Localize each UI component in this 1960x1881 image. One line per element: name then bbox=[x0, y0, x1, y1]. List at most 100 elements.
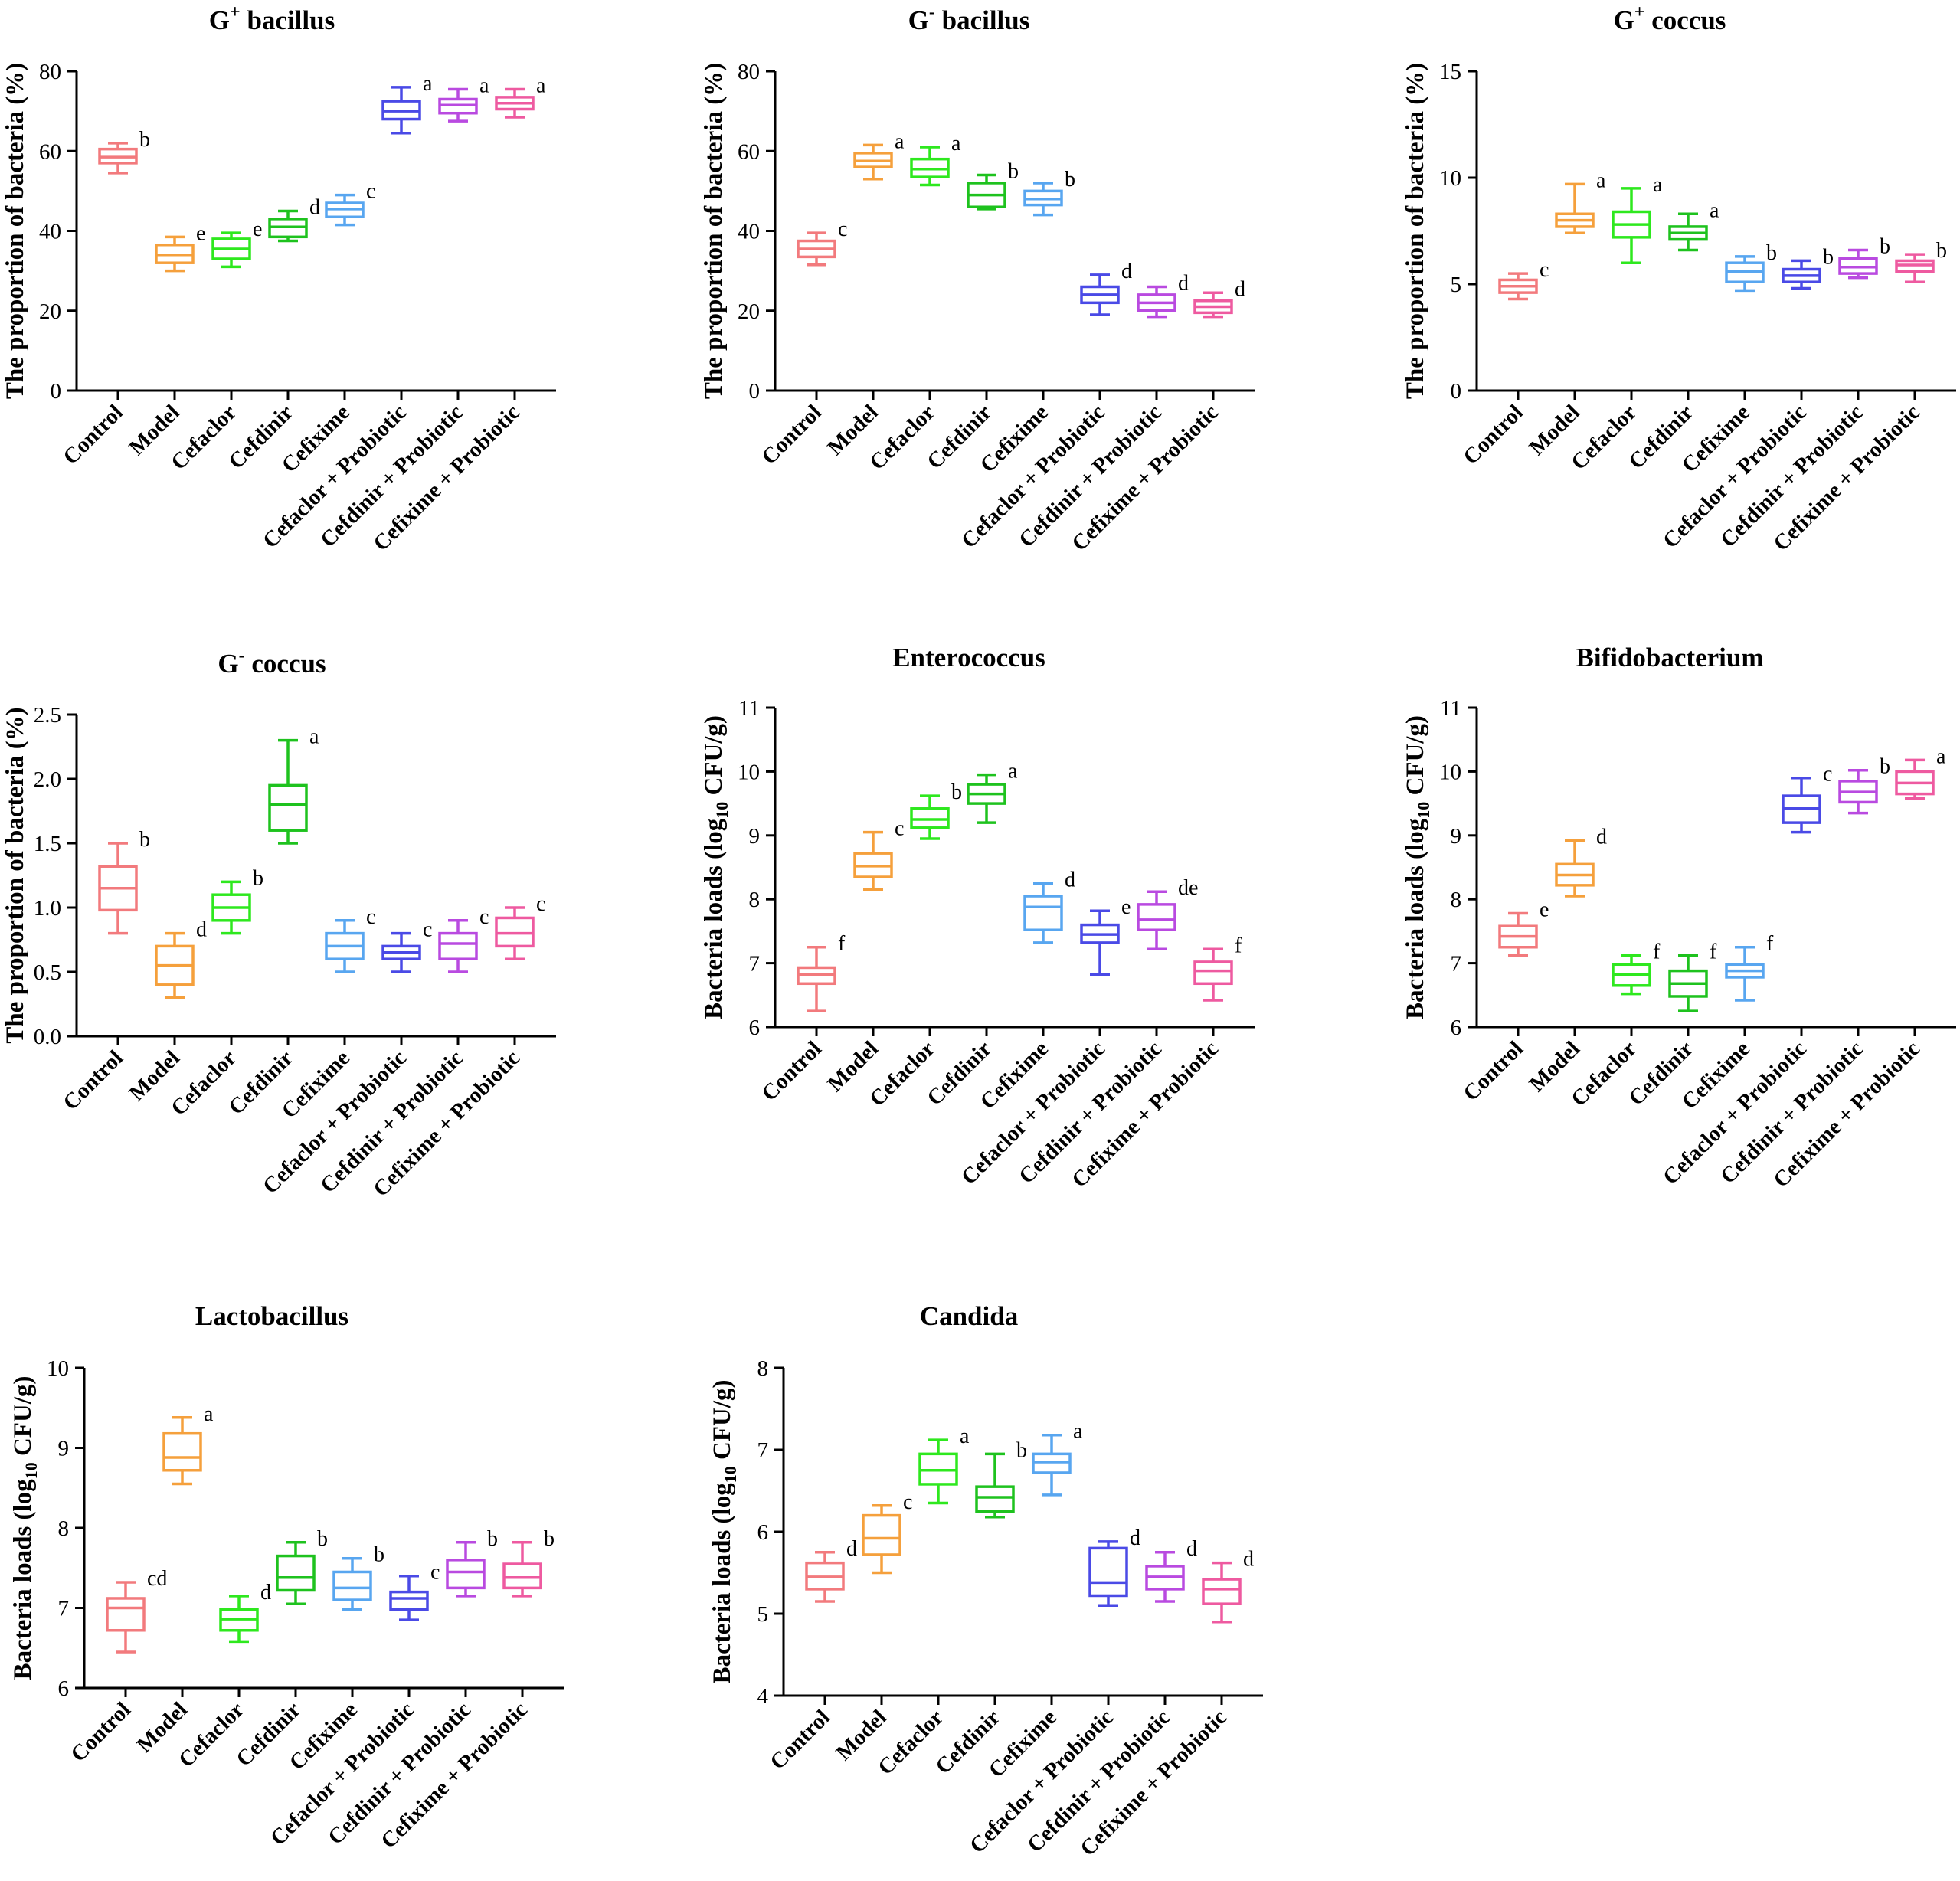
significance-letter: f bbox=[1766, 932, 1774, 956]
y-tick-label: 7 bbox=[1451, 952, 1462, 976]
significance-letter: b bbox=[1880, 235, 1890, 259]
significance-letter: b bbox=[139, 828, 150, 852]
chart-title-sup: - bbox=[239, 646, 245, 666]
chart-panel-4: G- coccus The proportion of bacteria (%) 0… bbox=[2, 646, 556, 1202]
box-1 bbox=[805, 1551, 845, 1603]
chart-title-rest: bacillus bbox=[935, 5, 1030, 35]
box-1 bbox=[98, 142, 138, 175]
box-6 bbox=[1782, 259, 1821, 290]
box-4 bbox=[268, 738, 308, 845]
box-1 bbox=[797, 231, 836, 267]
iqr-box bbox=[332, 1570, 372, 1601]
category-label: Control bbox=[1458, 1036, 1528, 1106]
significance-letter: e bbox=[1121, 895, 1131, 919]
box-1 bbox=[98, 842, 138, 935]
y-tick-label: 0.5 bbox=[34, 960, 61, 985]
significance-letter: b bbox=[1008, 160, 1019, 184]
y-tick-label: 80 bbox=[738, 60, 760, 84]
significance-letter: d bbox=[1235, 277, 1245, 301]
y-tick-label: 15 bbox=[1439, 60, 1461, 84]
significance-letter: a bbox=[204, 1402, 214, 1426]
significance-letter: e bbox=[1540, 898, 1549, 922]
significance-letter: e bbox=[253, 218, 262, 241]
box-5 bbox=[1725, 946, 1765, 1002]
y-tick-label: 5 bbox=[757, 1602, 769, 1627]
y-axis-label-pre: Bacteria loads (log bbox=[700, 818, 728, 1019]
significance-letter: f bbox=[1653, 940, 1661, 964]
significance-letter: e bbox=[196, 221, 205, 245]
chart-title: G- coccus bbox=[218, 646, 326, 679]
y-tick-label: 0.0 bbox=[34, 1025, 61, 1049]
y-tick-label: 20 bbox=[39, 299, 61, 324]
chart-panel-8: Candida Bacteria loads (log10 CFU/g) 4 5 6 7 8… bbox=[708, 1301, 1263, 1861]
box-5 bbox=[332, 1556, 372, 1611]
box-6 bbox=[1080, 273, 1120, 316]
y-tick-label: 9 bbox=[1451, 824, 1462, 849]
box-5 bbox=[1725, 255, 1765, 293]
iqr-box bbox=[106, 1597, 146, 1632]
significance-letter: a bbox=[309, 725, 319, 749]
y-tick-label: 80 bbox=[39, 60, 61, 84]
chart-title-main: Enterococcus bbox=[892, 643, 1045, 672]
y-axis-label: The proportion of bacteria (%) bbox=[1402, 63, 1429, 399]
y-tick-label: 10 bbox=[1439, 760, 1461, 784]
box-8 bbox=[502, 1541, 542, 1598]
y-tick-label: 9 bbox=[58, 1437, 70, 1461]
significance-letter: f bbox=[838, 932, 846, 956]
box-3 bbox=[918, 1438, 958, 1505]
box-2 bbox=[155, 931, 195, 999]
significance-letter: a bbox=[423, 72, 433, 96]
significance-letter: c bbox=[430, 1561, 440, 1585]
significance-letter: f bbox=[1710, 940, 1717, 964]
y-tick-label: 10 bbox=[738, 760, 760, 784]
box-2 bbox=[1555, 839, 1595, 898]
chart-title-rest: coccus bbox=[1644, 5, 1726, 35]
y-axis-label-pre: Bacteria loads (log bbox=[9, 1479, 37, 1680]
y-axis-label-post: CFU/g) bbox=[708, 1380, 736, 1467]
y-axis-label: Bacteria loads (log10 CFU/g) bbox=[9, 1376, 41, 1680]
iqr-box bbox=[446, 1559, 486, 1590]
significance-letter: a bbox=[536, 74, 546, 97]
box-6 bbox=[1080, 909, 1120, 976]
significance-letter: c bbox=[1823, 763, 1832, 787]
box-4 bbox=[1668, 954, 1708, 1012]
box-8 bbox=[495, 87, 535, 119]
box-8 bbox=[1193, 947, 1233, 1002]
box-3 bbox=[910, 146, 950, 187]
chart-title-main: G bbox=[1614, 5, 1634, 35]
box-5 bbox=[1032, 1433, 1072, 1497]
chart-title-main: Candida bbox=[920, 1301, 1018, 1331]
significance-letter: a bbox=[895, 129, 905, 153]
significance-letter: b bbox=[544, 1527, 555, 1551]
iqr-box bbox=[1202, 1578, 1242, 1605]
significance-letter: b bbox=[139, 128, 150, 152]
significance-letter: d bbox=[1596, 825, 1607, 849]
box-5 bbox=[325, 193, 365, 227]
box-3 bbox=[219, 1595, 259, 1644]
box-7 bbox=[438, 919, 478, 973]
significance-letter: d bbox=[1121, 260, 1132, 283]
chart-panel-3: G+ coccus The proportion of bacteria (%) 0… bbox=[1402, 2, 1956, 556]
significance-letter: c bbox=[536, 892, 545, 916]
iqr-box bbox=[438, 931, 478, 960]
chart-title: Candida bbox=[920, 1301, 1018, 1331]
box-2 bbox=[853, 830, 893, 891]
box-5 bbox=[1023, 182, 1063, 217]
iqr-box bbox=[162, 1431, 202, 1472]
chart-title-main: G bbox=[209, 5, 230, 35]
box-6 bbox=[1782, 776, 1821, 834]
box-6 bbox=[389, 1574, 429, 1621]
box-2 bbox=[155, 235, 195, 273]
box-3 bbox=[211, 231, 251, 269]
y-tick-label: 40 bbox=[738, 220, 760, 244]
y-axis-label: The proportion of bacteria (%) bbox=[700, 63, 728, 399]
chart-panel-2: G- bacillus The proportion of bacteria (%… bbox=[700, 2, 1255, 556]
y-tick-label: 5 bbox=[1451, 273, 1462, 297]
chart-title-main: G bbox=[218, 649, 238, 679]
significance-letter: a bbox=[1596, 168, 1606, 192]
y-axis-label-post: CFU/g) bbox=[1402, 715, 1429, 802]
y-tick-label: 60 bbox=[39, 139, 61, 164]
significance-letter: d bbox=[846, 1537, 857, 1561]
